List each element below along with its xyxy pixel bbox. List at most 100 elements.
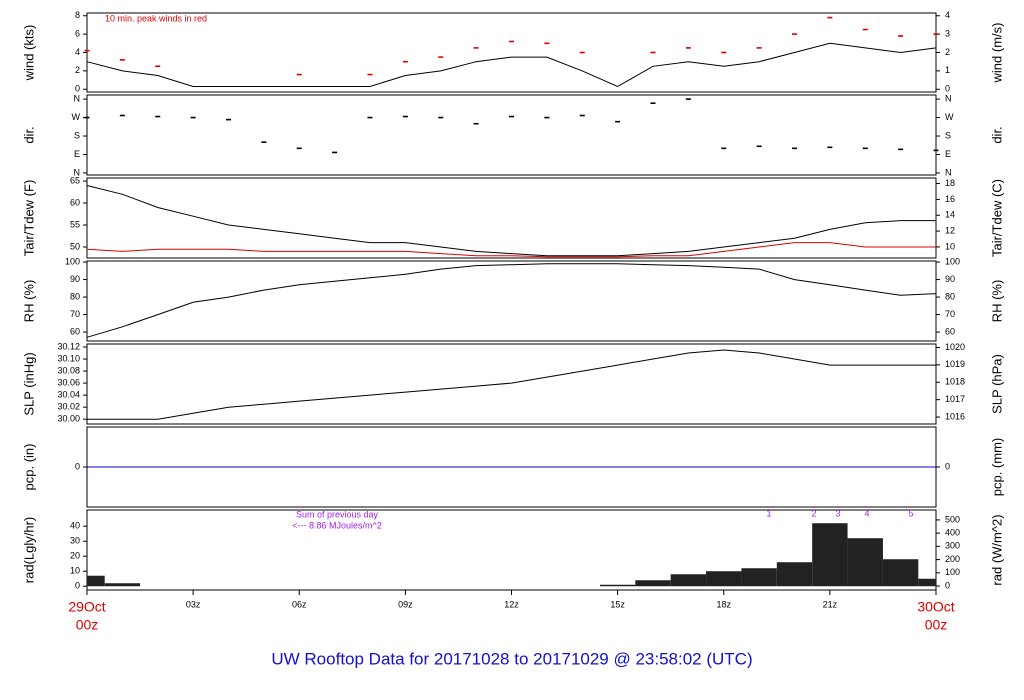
bar [599,584,636,587]
bar [812,523,848,587]
data-point [438,116,444,119]
y2-axis-label: rad (W/m^2) [989,514,1004,585]
y2-axis-label: Tair/Tdew (C) [989,179,1004,257]
data-point [84,116,90,119]
y2-tick-label: 100 [945,256,960,266]
data-point [862,28,868,31]
y2-tick-label: N [945,167,952,177]
x-tick-label: 15z [610,599,625,609]
y2-tick-label: 4 [945,10,950,20]
y2-axis-label: wind (m/s) [989,23,1004,84]
y2-tick-label: 18 [945,178,955,188]
y2-tick-label: 10 [945,241,955,251]
data-point [721,147,727,150]
data-point [332,151,338,154]
y2-tick-label: 1020 [945,342,965,352]
data-point [615,120,621,123]
x-tick-label-end: 00z [76,617,99,633]
data-point [792,147,797,150]
annotation: 4 [864,508,869,518]
y-tick-label: 4 [75,47,80,57]
y2-tick-label: 400 [945,528,960,538]
data-point [84,49,90,52]
y2-tick-label: 70 [945,309,955,319]
data-point [579,51,585,54]
y2-tick-label: E [945,149,951,159]
data-line [86,185,936,257]
data-point [402,115,408,118]
y-tick-label: 30.08 [57,365,80,375]
data-point [473,47,479,49]
chart-title: UW Rooftop Data for 20171028 to 20171029… [271,649,752,668]
y-tick-label: 30.02 [57,402,80,412]
y-tick-label: N [74,93,81,103]
data-point [509,115,514,118]
y-tick-label: 30.00 [57,414,80,424]
bar [706,571,742,587]
data-point [226,118,231,121]
annotation: 5 [908,508,913,518]
bar [882,559,919,587]
annotation: 2 [811,508,816,518]
y-tick-label: 50 [70,241,80,251]
annotation: 10 min. peak winds in red [105,13,207,23]
data-point [650,102,656,105]
y2-tick-label: 2 [945,47,950,57]
y-tick-label: S [74,130,80,140]
data-point [862,147,868,150]
y-tick-label: 0 [75,461,80,471]
y2-tick-label: 14 [945,210,955,220]
data-line [87,349,936,420]
data-point [155,65,161,68]
data-line [86,42,937,88]
data-point [898,148,904,151]
y2-tick-label: 80 [945,291,955,301]
data-point [296,147,302,150]
y2-tick-label: 100 [945,567,960,577]
y-axis-label: Tair/Tdew (F) [21,180,36,257]
y2-tick-label: 0 [945,84,950,94]
bar [635,580,671,587]
annotation: 1 [766,508,771,518]
data-point [933,33,939,35]
y2-tick-label: 1019 [945,359,965,369]
data-point [756,145,762,148]
y-tick-label: 100 [65,256,80,266]
panel-frame [86,177,937,259]
y2-tick-label: W [945,112,954,122]
bar [670,574,707,587]
bar [847,538,883,587]
data-point [544,116,550,119]
y2-tick-label: 0 [945,580,950,590]
panel-frame [86,260,937,342]
data-point [261,141,267,143]
y-axis-label: SLP (inHg) [21,352,36,415]
y-axis-label: RH (%) [21,280,36,323]
y-tick-label: 55 [70,219,80,229]
data-point [898,35,904,37]
y2-tick-label: 0 [945,461,950,471]
y2-axis-label: pcp. (mm) [989,438,1004,497]
data-point [827,16,833,19]
y-tick-label: 30.04 [57,390,80,400]
bar [776,562,813,587]
date-label: 29Oct [68,599,105,615]
y2-tick-label: 300 [945,541,960,551]
y-tick-label: E [74,149,80,159]
panel-frame [86,12,937,93]
bar [741,568,777,587]
data-line [86,263,937,338]
y-tick-label: 0 [75,581,80,591]
y-tick-label: W [72,112,81,122]
y2-tick-label: 1016 [945,411,965,421]
y-tick-label: 90 [70,274,80,284]
data-point [119,114,125,117]
data-point [367,73,373,76]
data-point [721,51,727,54]
y2-axis-label: SLP (hPa) [989,354,1004,414]
data-point [544,42,550,45]
data-point [438,56,444,58]
y2-tick-label: 500 [945,514,960,524]
data-point [827,146,833,149]
